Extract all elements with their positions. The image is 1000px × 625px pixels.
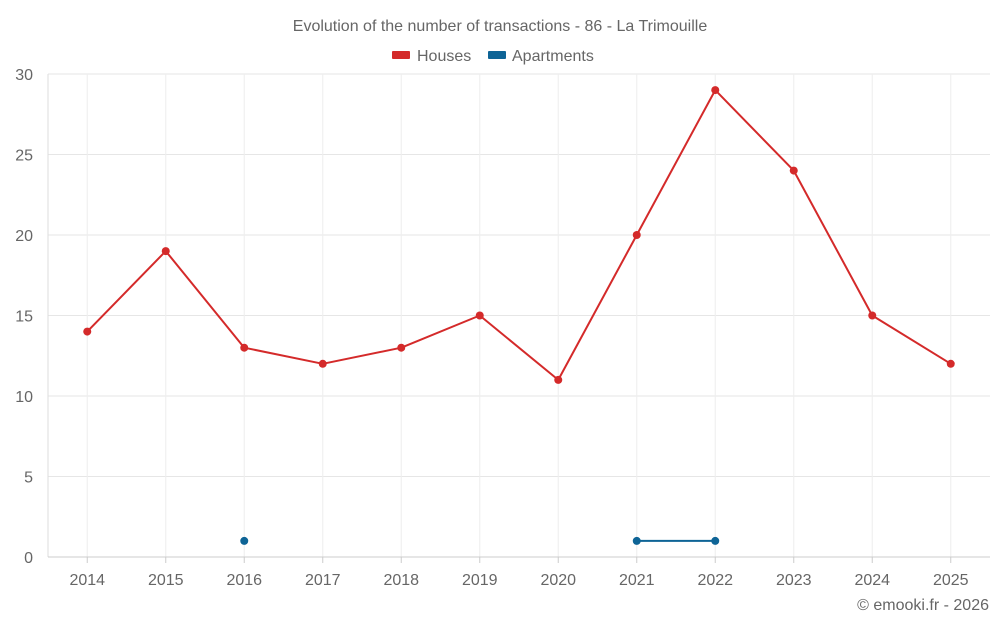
houses-point-2014[interactable] — [83, 327, 92, 336]
x-tick-label: 2023 — [776, 572, 812, 589]
x-tick-label: 2021 — [619, 572, 655, 589]
series-lines — [86, 89, 952, 542]
y-tick-label: 10 — [15, 389, 33, 406]
houses-point-2021[interactable] — [632, 231, 641, 239]
houses-point-2017[interactable] — [318, 359, 327, 368]
y-tick-label: 30 — [15, 67, 33, 84]
x-tick-label: 2017 — [305, 572, 341, 589]
x-tick-label: 2025 — [933, 572, 969, 589]
chart-axes — [47, 74, 990, 558]
x-tick-label: 2015 — [148, 572, 184, 589]
y-axis-ticks: 0 5 10 15 20 25 30 — [15, 67, 33, 567]
houses-point-2025[interactable] — [946, 359, 955, 368]
apartments-point-2022[interactable] — [711, 536, 720, 545]
legend-apartments-label[interactable]: Apartments — [512, 48, 594, 65]
chart-credit: © emooki.fr - 2026 — [857, 597, 989, 614]
houses-point-2022[interactable] — [711, 86, 720, 95]
y-tick-label: 15 — [15, 309, 33, 326]
chart-title: Evolution of the number of transactions … — [293, 18, 708, 35]
houses-point-2024[interactable] — [868, 311, 877, 320]
houses-point-2018[interactable] — [397, 343, 406, 352]
x-tick-label: 2016 — [226, 572, 262, 589]
series-points — [83, 86, 955, 545]
apartments-point-2021[interactable] — [632, 536, 641, 545]
houses-point-2015[interactable] — [161, 247, 170, 256]
houses-series-line — [86, 89, 952, 381]
chart-grid — [48, 73, 990, 557]
x-tick-label: 2014 — [69, 572, 105, 589]
houses-point-2019[interactable] — [475, 311, 484, 320]
chart-legend: Houses Apartments — [392, 48, 594, 65]
legend-houses-swatch — [392, 51, 410, 59]
x-tick-label: 2020 — [540, 572, 576, 589]
y-tick-label: 5 — [24, 470, 33, 487]
x-axis-ticks: 2014 2015 2016 2017 2018 2019 2020 2021 2022 2023… — [69, 557, 969, 589]
y-tick-label: 20 — [15, 228, 33, 245]
y-tick-label: 25 — [15, 148, 33, 165]
x-tick-label: 2024 — [854, 572, 890, 589]
legend-apartments-swatch — [488, 51, 506, 59]
x-tick-label: 2019 — [462, 572, 498, 589]
legend-houses-label[interactable]: Houses — [417, 48, 471, 65]
houses-point-2023[interactable] — [789, 166, 798, 175]
apartments-point-2016[interactable] — [240, 536, 249, 545]
x-tick-label: 2022 — [697, 572, 733, 589]
x-tick-label: 2018 — [383, 572, 419, 589]
houses-point-2020[interactable] — [554, 375, 563, 384]
y-tick-label: 0 — [24, 550, 33, 567]
houses-point-2016[interactable] — [240, 343, 249, 352]
